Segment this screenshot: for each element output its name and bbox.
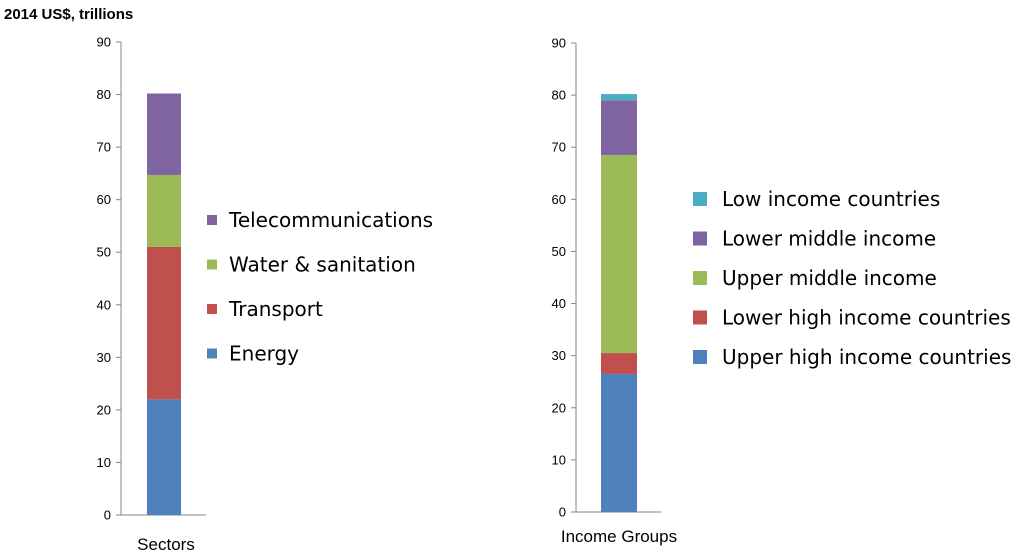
- y-tick-label: 0: [559, 505, 566, 520]
- bar-segment: [601, 100, 637, 156]
- legend-label: Energy: [229, 342, 299, 366]
- legend-swatch: [693, 231, 707, 246]
- legend-swatch: [207, 348, 217, 359]
- legend-label: Upper high income countries: [722, 345, 1011, 369]
- x-category-label: Income Groups: [561, 527, 677, 546]
- y-tick-label: 30: [552, 348, 566, 363]
- legend-swatch: [693, 310, 707, 325]
- y-tick-label: 40: [552, 296, 566, 311]
- y-tick-label: 10: [552, 452, 566, 467]
- y-tick-label: 20: [552, 400, 566, 415]
- bar-segment: [147, 93, 181, 175]
- legend-label: Lower middle income: [722, 227, 936, 251]
- legend-label: Lower high income countries: [722, 306, 1011, 330]
- legend-label: Telecommunications: [228, 208, 433, 232]
- legend-label: Low income countries: [722, 187, 940, 211]
- y-tick-label: 50: [97, 245, 111, 260]
- legend-swatch: [693, 350, 707, 364]
- legend-swatch: [693, 192, 707, 206]
- legend-label: Water & sanitation: [229, 253, 416, 277]
- legend-swatch: [207, 304, 217, 314]
- legend-label: Transport: [228, 297, 323, 321]
- y-tick-label: 90: [97, 35, 111, 50]
- y-tick-label: 70: [552, 140, 566, 155]
- y-tick-label: 50: [552, 244, 566, 259]
- bar-segment: [601, 373, 637, 512]
- bar-segment: [147, 174, 181, 247]
- y-tick-label: 20: [97, 402, 111, 417]
- legend-swatch: [207, 259, 217, 270]
- legend-swatch: [207, 215, 217, 225]
- y-tick-label: 90: [552, 36, 566, 51]
- x-category-label: Sectors: [137, 535, 195, 554]
- y-tick-label: 80: [97, 87, 111, 102]
- bar-segment: [601, 155, 637, 354]
- y-tick-label: 40: [97, 297, 111, 312]
- y-tick-label: 60: [97, 192, 111, 207]
- y-tick-label: 70: [97, 140, 111, 155]
- y-tick-label: 80: [552, 88, 566, 103]
- bar-segment: [147, 246, 181, 400]
- bar-segment: [601, 94, 637, 101]
- bar-segment: [601, 353, 637, 374]
- legend-swatch: [693, 271, 707, 285]
- unit-label: 2014 US$, trillions: [4, 6, 134, 23]
- y-tick-label: 0: [104, 508, 111, 523]
- legend-label: Upper middle income: [722, 266, 937, 290]
- y-tick-label: 30: [97, 350, 111, 365]
- y-tick-label: 60: [552, 192, 566, 207]
- y-tick-label: 10: [97, 455, 111, 470]
- bar-segment: [147, 399, 181, 515]
